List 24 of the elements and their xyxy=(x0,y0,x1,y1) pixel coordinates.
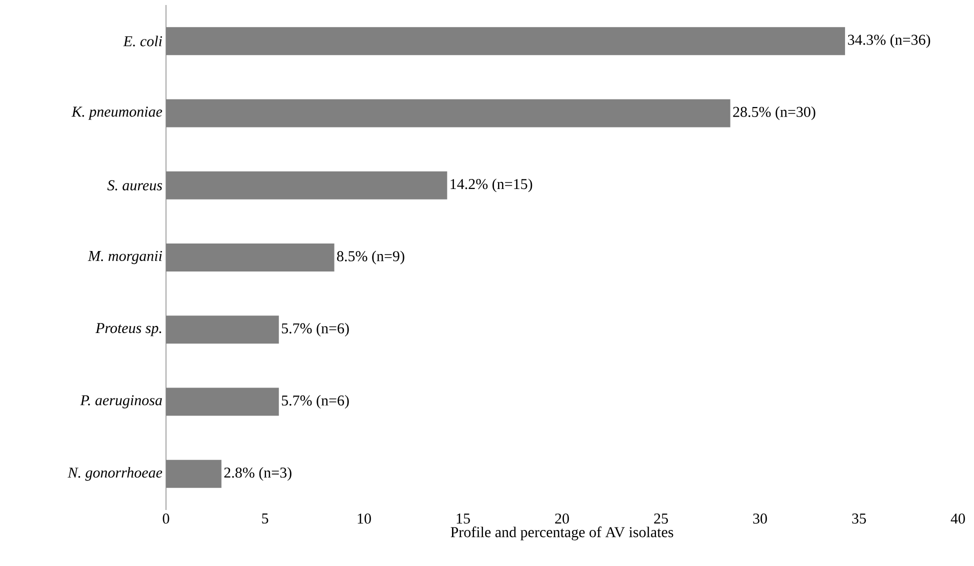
data-label: 5.7% (n=6) xyxy=(282,322,349,336)
y-tick-label: Proteus sp. xyxy=(95,323,162,336)
x-tick-label: 40 xyxy=(950,514,965,524)
x-tick-label: 25 xyxy=(654,514,668,524)
y-tick-label: P. aeruginosa xyxy=(80,395,162,408)
data-label: 34.3% (n=36) xyxy=(848,34,930,48)
y-tick-label: E. coli xyxy=(123,36,162,46)
data-label: 2.8% (n=3) xyxy=(224,467,292,481)
data-label: 5.7% (n=6) xyxy=(282,395,349,409)
y-tick-label: M. morganii xyxy=(88,250,162,264)
y-tick-label: K. pneumoniae xyxy=(71,106,162,120)
x-tick-label: 0 xyxy=(162,514,170,524)
x-tick-label: 15 xyxy=(456,514,470,524)
y-tick-label: S. aureus xyxy=(107,180,162,190)
data-label: 8.5% (n=9) xyxy=(337,250,404,264)
x-tick-label: 5 xyxy=(262,514,268,524)
data-label: 14.2% (n=15) xyxy=(450,178,532,192)
x-tick-label: 20 xyxy=(555,514,569,524)
x-tick-label: 10 xyxy=(358,514,371,524)
x-axis-title: Profile and percentage of AV isolates xyxy=(450,526,674,540)
data-label: 28.5% (n=30) xyxy=(733,106,816,120)
x-tick-label: 30 xyxy=(753,514,767,524)
x-tick-label: 35 xyxy=(852,514,866,524)
y-tick-label: N. gonorrhoeae xyxy=(68,467,162,481)
